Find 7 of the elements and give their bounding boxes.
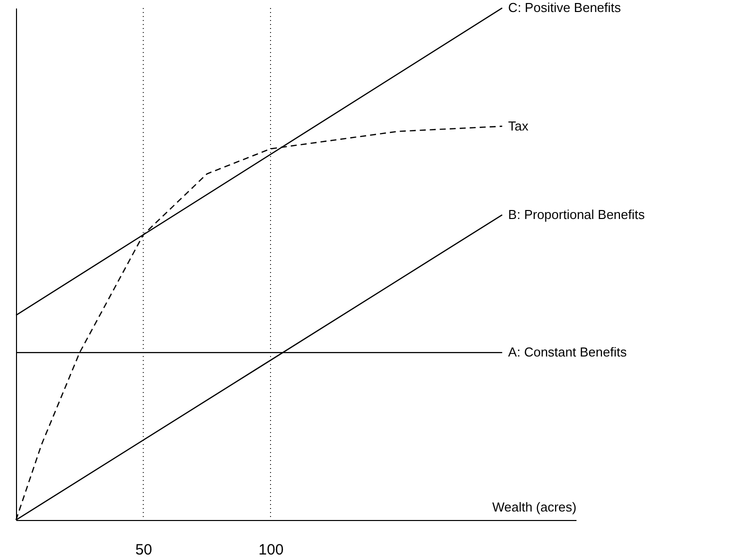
series-label: C: Positive Benefits [508,0,622,15]
x-axis-title: Wealth (acres) [492,500,576,514]
series-label: B: Proportional Benefits [508,206,646,222]
series-label: Tax [508,118,529,134]
series-label: A: Constant Benefits [508,344,628,360]
x-tick-label: 100 [258,542,284,558]
x-tick-label: 50 [135,542,152,558]
